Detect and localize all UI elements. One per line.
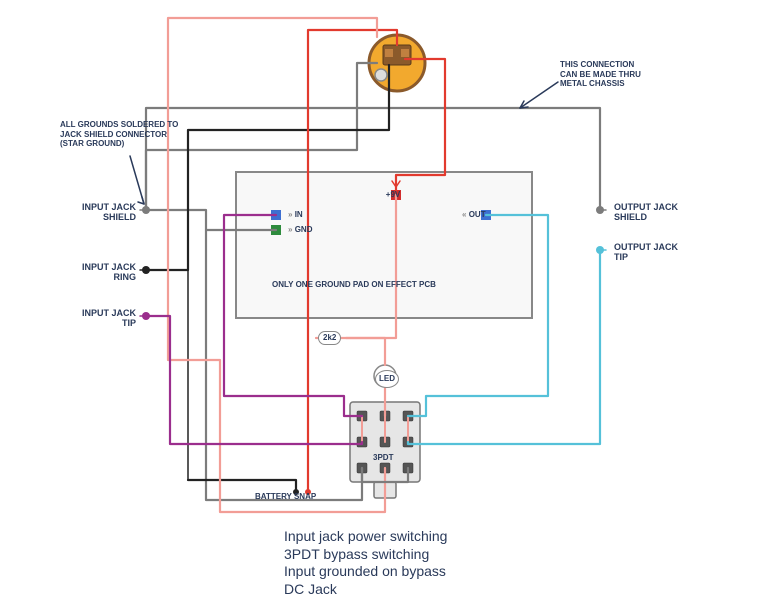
pad-label-out: « OUT (462, 210, 486, 219)
pcb-note: ONLY ONE GROUND PAD ON EFFECT PCB (272, 280, 436, 289)
label-output-jack-tip: OUTPUT JACKTIP (614, 242, 678, 262)
text: ALL GROUNDS SOLDERED TOJACK SHIELD CONNE… (60, 120, 178, 148)
caption-line-3: DC Jack (284, 581, 447, 599)
label-input-jack-shield: INPUT JACKSHIELD (38, 202, 136, 222)
note-chassis: THIS CONNECTIONCAN BE MADE THRUMETAL CHA… (560, 60, 641, 89)
text: OUTPUT JACKSHIELD (614, 202, 678, 222)
text: ONLY ONE GROUND PAD ON EFFECT PCB (272, 280, 436, 289)
text: INPUT JACKTIP (82, 308, 136, 328)
text: IN (295, 210, 303, 219)
switch-label: 3PDT (373, 453, 393, 462)
text: LED (379, 374, 395, 383)
note-star-ground: ALL GROUNDS SOLDERED TOJACK SHIELD CONNE… (60, 120, 178, 149)
text: BATTERY SNAP (255, 492, 316, 501)
pad-label-gnd: » GND (288, 225, 312, 234)
text: OUTPUT JACKTIP (614, 242, 678, 262)
caption-line-2: Input grounded on bypass (284, 563, 447, 581)
text: GND (295, 225, 313, 234)
text: INPUT JACKSHIELD (82, 202, 136, 222)
caption: Input jack power switching 3PDT bypass s… (284, 528, 447, 598)
text: +9V (386, 190, 400, 199)
led-label: LED (375, 370, 399, 388)
label-output-jack-shield: OUTPUT JACKSHIELD (614, 202, 678, 222)
resistor-label: 2k2 (318, 331, 341, 345)
pad-label-9v: +9V (368, 190, 418, 199)
arrow-icon: « (462, 210, 466, 219)
text: THIS CONNECTIONCAN BE MADE THRUMETAL CHA… (560, 60, 641, 88)
wiring-svg (0, 0, 761, 603)
caption-line-0: Input jack power switching (284, 528, 447, 546)
arrow-icon: » (288, 210, 292, 219)
text: 3PDT (373, 453, 393, 462)
text: OUT (469, 210, 486, 219)
text: INPUT JACKRING (82, 262, 136, 282)
label-input-jack-ring: INPUT JACKRING (38, 262, 136, 282)
label-input-jack-tip: INPUT JACKTIP (38, 308, 136, 328)
pad-label-in: » IN (288, 210, 303, 219)
caption-line-1: 3PDT bypass switching (284, 546, 447, 564)
text: 2k2 (323, 333, 336, 342)
label-battery-snap: BATTERY SNAP (255, 492, 316, 501)
arrow-icon: » (288, 225, 292, 234)
